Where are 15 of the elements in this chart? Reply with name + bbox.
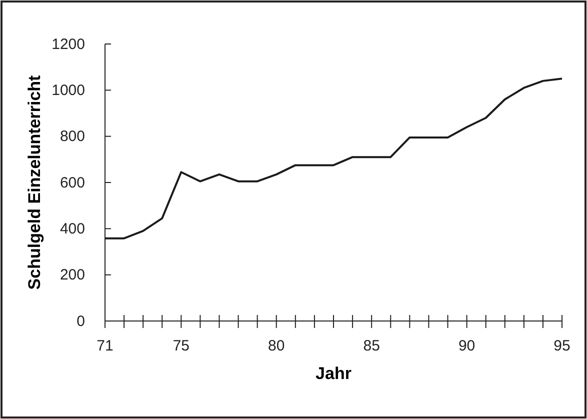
x-tick-label: 90 (458, 338, 476, 355)
y-tick-label: 400 (60, 220, 85, 238)
y-tick-label: 0 (76, 312, 85, 330)
x-tick-label: 80 (268, 338, 285, 355)
x-tick-label: 71 (96, 338, 114, 355)
y-tick-label: 1200 (52, 36, 85, 53)
x-tick-label: 75 (172, 338, 190, 355)
y-tick-label: 200 (60, 266, 85, 284)
y-axis-title: Schulgeld Einzelunterricht (25, 74, 44, 290)
y-tick-label: 1000 (52, 82, 85, 99)
x-axis-title: Jahr (316, 364, 352, 383)
x-tick-label: 85 (363, 338, 380, 355)
y-tick-label: 800 (60, 128, 85, 146)
x-tick-label: 95 (554, 338, 570, 355)
y-tick-label: 600 (60, 174, 85, 192)
